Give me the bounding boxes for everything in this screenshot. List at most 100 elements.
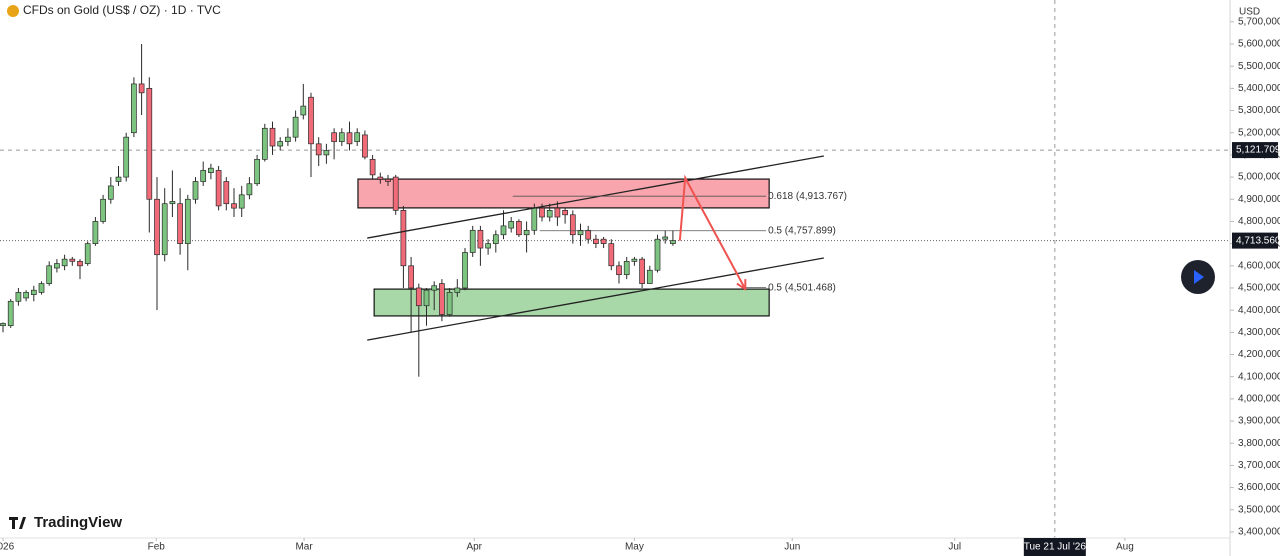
y-tick-label: 3,500,000 [1238, 504, 1280, 515]
candle-body [192, 181, 199, 200]
chart-title: CFDs on Gold (US$ / OZ) · 1D · TVC [23, 3, 221, 17]
candle-body [569, 214, 576, 236]
symbol-icon [7, 5, 19, 17]
candle-body [231, 203, 237, 209]
crosshair-price-label: 5,121.709 [1236, 145, 1280, 156]
candle-body [516, 221, 522, 236]
y-tick-label: 5,700,000 [1238, 16, 1280, 27]
y-tick-label: 5,200,000 [1238, 127, 1280, 138]
candle-body [585, 229, 592, 240]
candle-body [623, 261, 630, 276]
candle-body [323, 150, 330, 156]
candle-body [415, 287, 422, 307]
candle-body [362, 134, 368, 158]
fib-label: 0.5 (4,501.468) [768, 282, 836, 293]
candle-body [485, 243, 491, 249]
candle-body [146, 88, 153, 200]
candle-body [246, 183, 253, 196]
candle-body [7, 300, 14, 327]
currency-label: USD [1239, 7, 1260, 18]
candle-body [61, 258, 68, 267]
candle-body [346, 132, 353, 145]
candle-body [46, 265, 53, 284]
candle-body [254, 158, 260, 185]
crosshair-price-box [1232, 142, 1278, 159]
candle-body [608, 243, 615, 267]
channel-line [367, 257, 824, 341]
candle-body [508, 221, 515, 229]
x-tick-label: Jul [948, 542, 961, 553]
zone [357, 178, 770, 209]
candle-body [631, 258, 638, 262]
candle-body [523, 229, 530, 236]
fib-label: 0.5 (4,757.899) [768, 225, 836, 236]
candle-body [308, 96, 314, 145]
last-price-label: 4,713.560 [1236, 235, 1280, 246]
y-tick-label: 5,300,000 [1238, 105, 1280, 116]
candle-body [400, 210, 407, 267]
candle-body [215, 170, 222, 207]
candle-body [616, 265, 622, 276]
candle-body [369, 158, 376, 176]
candle-body [84, 243, 91, 264]
candle-body [385, 178, 391, 182]
candle-body [338, 132, 345, 142]
y-tick-label: 3,600,000 [1238, 482, 1280, 493]
x-tick-label: Apr [466, 542, 482, 553]
candle-body [15, 292, 22, 302]
candle-body [38, 283, 45, 293]
fib-label: 0.618 (4,913.767) [768, 191, 847, 202]
candle-body [462, 252, 468, 289]
y-tick-label: 3,900,000 [1238, 416, 1280, 427]
zone [373, 288, 770, 317]
y-tick-label: 3,800,000 [1238, 438, 1280, 449]
candle-body [161, 203, 168, 256]
candle-body [300, 105, 307, 116]
arrow-head [736, 279, 747, 291]
candle-body [154, 198, 160, 256]
crosshair-date-box [1023, 538, 1086, 556]
y-tick-label: 3,400,000 [1238, 527, 1280, 538]
candle-body [492, 234, 499, 244]
projection-arrow [678, 174, 747, 290]
candle-body [177, 203, 183, 244]
candle-body [285, 136, 291, 142]
x-tick-label: Mar [295, 542, 313, 553]
candle-body [23, 292, 29, 299]
play-icon[interactable] [1194, 270, 1204, 284]
y-tick-label: 3,700,000 [1238, 460, 1280, 471]
play-button[interactable] [1181, 260, 1215, 294]
y-tick-label: 4,600,000 [1238, 260, 1280, 271]
candle-body [331, 132, 337, 142]
candle-body [92, 221, 99, 244]
candle-body [0, 323, 6, 327]
candle-body [269, 127, 276, 147]
brand-logo: TradingView [9, 514, 122, 531]
y-tick-label: 5,500,000 [1238, 61, 1280, 72]
y-tick-label: 4,300,000 [1238, 327, 1280, 338]
candle-body [315, 143, 322, 156]
x-tick-label: Feb [148, 542, 166, 553]
candle-body [184, 198, 191, 244]
x-tick-label: May [625, 542, 644, 553]
x-tick-label: Aug [1116, 542, 1134, 553]
y-tick-label: 4,000,000 [1238, 394, 1280, 405]
candle-body [600, 238, 607, 244]
crosshair-date-label: Tue 21 Jul '26 [1024, 542, 1087, 553]
y-tick-label: 4,800,000 [1238, 216, 1280, 227]
candle-body [446, 292, 453, 315]
candle-body [670, 240, 676, 244]
candle-body [531, 207, 538, 231]
plot-area: 0.618 (4,913.767) 0.5 (4,757.899) 0.5 (4,5… [0, 0, 1230, 538]
candle-body [100, 198, 106, 222]
candle-body [223, 181, 230, 205]
y-tick-label: 4,200,000 [1238, 349, 1280, 360]
candle-body [546, 210, 553, 218]
candle-body [69, 258, 76, 262]
candle-body [377, 176, 384, 180]
candle-body [408, 265, 414, 289]
candle-body [423, 289, 430, 307]
candle-body [639, 258, 645, 284]
candle-body [200, 170, 207, 182]
